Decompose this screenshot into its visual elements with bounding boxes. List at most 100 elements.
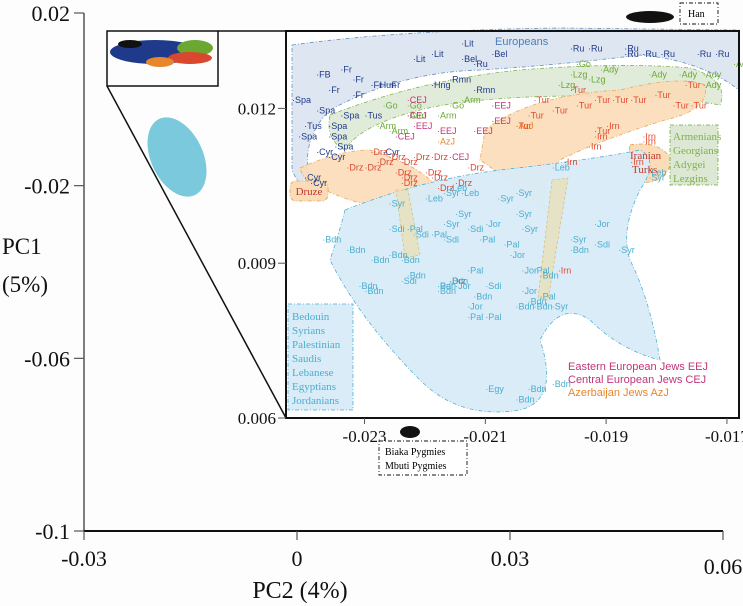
inset-point-label: ·Syr xyxy=(618,245,635,255)
inset-point-label: ·Lit xyxy=(413,54,426,64)
inset-point-label: ·Bdn xyxy=(528,384,547,394)
inset-point-label: ·Ady xyxy=(600,64,619,74)
inset-point-label: ·Tur xyxy=(630,95,646,105)
caucasus-legend-item: Armenians xyxy=(673,131,721,143)
inset-point-label: ·Hun xyxy=(377,80,397,90)
inset-points: ·Lit·Lit·Lit·Bel·Bel·Ru·FB·Fr·Fr·Fr ·Fr·F… xyxy=(292,38,743,404)
inset-point-label: ·Syr xyxy=(516,209,533,219)
inset-point-label: ·Drz xyxy=(425,167,442,177)
pygmy-legend: Biaka Pygmies Mbuti Pygmies xyxy=(385,447,447,472)
inset-point-label: ·Jor xyxy=(522,266,538,276)
turks-cloud xyxy=(168,52,212,64)
inset-point-label: ·Cyr xyxy=(328,152,345,162)
middle-east-legend-item: Egyptians xyxy=(292,381,336,393)
inset-point-label: ·Pal xyxy=(407,224,423,234)
inset-point-label: ·Ru xyxy=(624,49,639,59)
inset-point-label: ·Arm xyxy=(407,111,427,121)
y-tick-label: -0.1 xyxy=(35,519,70,544)
jewish-legend-item: Azerbaijan Jews AzJ xyxy=(568,387,669,399)
inset-point-label: ·Bdn xyxy=(528,296,547,306)
druze-region-label: Druze xyxy=(296,186,323,198)
inset-point-label: ·Jor xyxy=(509,250,525,260)
inset-point-label: ·Tur xyxy=(570,85,586,95)
inset-point-label: ·Drz xyxy=(467,162,484,172)
inset-point-label: ·Arm xyxy=(389,126,409,136)
inset-point-label: ·Sdi xyxy=(389,224,405,234)
inset-x-tick-label: -0.017 xyxy=(705,427,743,446)
y-axis-ticks: 0.02 -0.02 -0.06 -0.1 xyxy=(24,1,84,544)
inset-point-label: ·Tus xyxy=(365,111,383,121)
inset-point-label: ·Jor xyxy=(467,302,483,312)
druze-label-box xyxy=(289,180,329,202)
inset-point-label: ·Pal xyxy=(485,312,501,322)
inset-point-label: ·Arm xyxy=(461,95,481,105)
inset-point-label: ·Lzg xyxy=(588,75,606,85)
europeans-region-label: Europeans xyxy=(495,36,549,48)
inset-point-label: ·Tur xyxy=(528,111,544,121)
inset-point-label: ·Tur xyxy=(576,100,592,110)
inset-point-label: ·Ady xyxy=(733,59,743,69)
inset-point-label: ·Ru xyxy=(588,44,603,54)
inset-point-label: ·Go xyxy=(407,100,422,110)
middle-east-legend-item: Syrians xyxy=(292,325,325,337)
inset-point-label: ·Syr xyxy=(570,235,587,245)
inset-point-label: ·Tur xyxy=(516,121,532,131)
inset-point-label: ·Syr xyxy=(516,188,533,198)
inset-point-label: ·AzJ xyxy=(516,121,534,131)
iran-link-band xyxy=(537,177,569,301)
inset-point-label: ·Drz xyxy=(395,167,412,177)
inset-x-tick-label: -0.023 xyxy=(343,427,387,446)
inset-point-label: ·Pal xyxy=(467,312,483,322)
inset-point-label: ·Ru xyxy=(642,49,657,59)
europe-region xyxy=(291,27,740,184)
inset-point-label: ·Bdn xyxy=(552,379,571,389)
inset-y-tick-label: 0.006 xyxy=(238,409,276,428)
inset-point-label: ·CEJ xyxy=(395,131,415,141)
inset-point-label: ·Irn xyxy=(630,157,644,167)
inset-point-label: ·AzJ xyxy=(437,137,455,147)
inset-point-label: ·Irn xyxy=(558,266,572,276)
y-tick-label: -0.02 xyxy=(24,174,70,199)
inset-point-label: ·Lit xyxy=(461,38,474,48)
inset-point-label: ·Ru xyxy=(715,49,730,59)
middle-east-legend-item: Bedouin xyxy=(292,311,330,323)
inset-point-label: ·Bdn xyxy=(534,302,553,312)
inset-y-tick-label: 0.012 xyxy=(238,99,276,118)
inset-point-label: ·EEJ xyxy=(491,116,511,126)
inset-x-tick-label: -0.021 xyxy=(463,427,507,446)
y-tick-label: 0.02 xyxy=(32,1,71,26)
inset-point-label: ·Tur xyxy=(534,95,550,105)
inset-point-label: ·Lzg xyxy=(558,80,576,90)
inset-point-label: ·Bdn xyxy=(449,276,468,286)
inset-point-label: ·Drz xyxy=(431,173,448,183)
inset-point-label: ·EEJ xyxy=(437,126,457,136)
inset-point-label: ·Syr xyxy=(648,173,665,183)
inset-point-label: ·Sdi xyxy=(401,276,417,286)
inset-point-label: ·Lzg xyxy=(570,69,588,79)
iranian-region-label: Iranian xyxy=(630,150,662,162)
inset-point-label: ·EEJ xyxy=(413,121,433,131)
inset-point-label: ·Ru xyxy=(473,59,488,69)
inset-point-label: ·CEJ xyxy=(449,152,469,162)
inset-point-label: ·Tur xyxy=(552,106,568,116)
inset-point-label: ·Spa xyxy=(340,111,359,121)
inset-plot: ·Lit·Lit·Lit·Bel·Bel·Ru·FB·Fr·Fr·Fr ·Fr·F… xyxy=(238,27,743,446)
inset-point-label: ·EEJ xyxy=(473,126,493,136)
pygmy-legend-item: Biaka Pygmies xyxy=(385,447,445,458)
han-legend-box xyxy=(679,2,719,25)
middle-east-legend-item: Jordanians xyxy=(292,395,339,407)
inset-point-label: ·Ru xyxy=(624,44,639,54)
inset-point-label: ·Ady xyxy=(703,80,722,90)
inset-point-label: ·Pal xyxy=(503,240,519,250)
han-cloud xyxy=(626,11,674,23)
inset-point-label: ·Ady xyxy=(703,69,722,79)
zoom-connector xyxy=(106,85,287,419)
inset-point-label: ·Spa xyxy=(298,131,317,141)
x-axis-label: PC2 (4%) xyxy=(252,578,347,604)
inset-point-label: ·Spa xyxy=(328,131,347,141)
inset-point-label: ·Bdn xyxy=(358,281,377,291)
inset-point-label: ·Irn xyxy=(594,131,608,141)
inset-point-label: ·Leb xyxy=(461,188,479,198)
